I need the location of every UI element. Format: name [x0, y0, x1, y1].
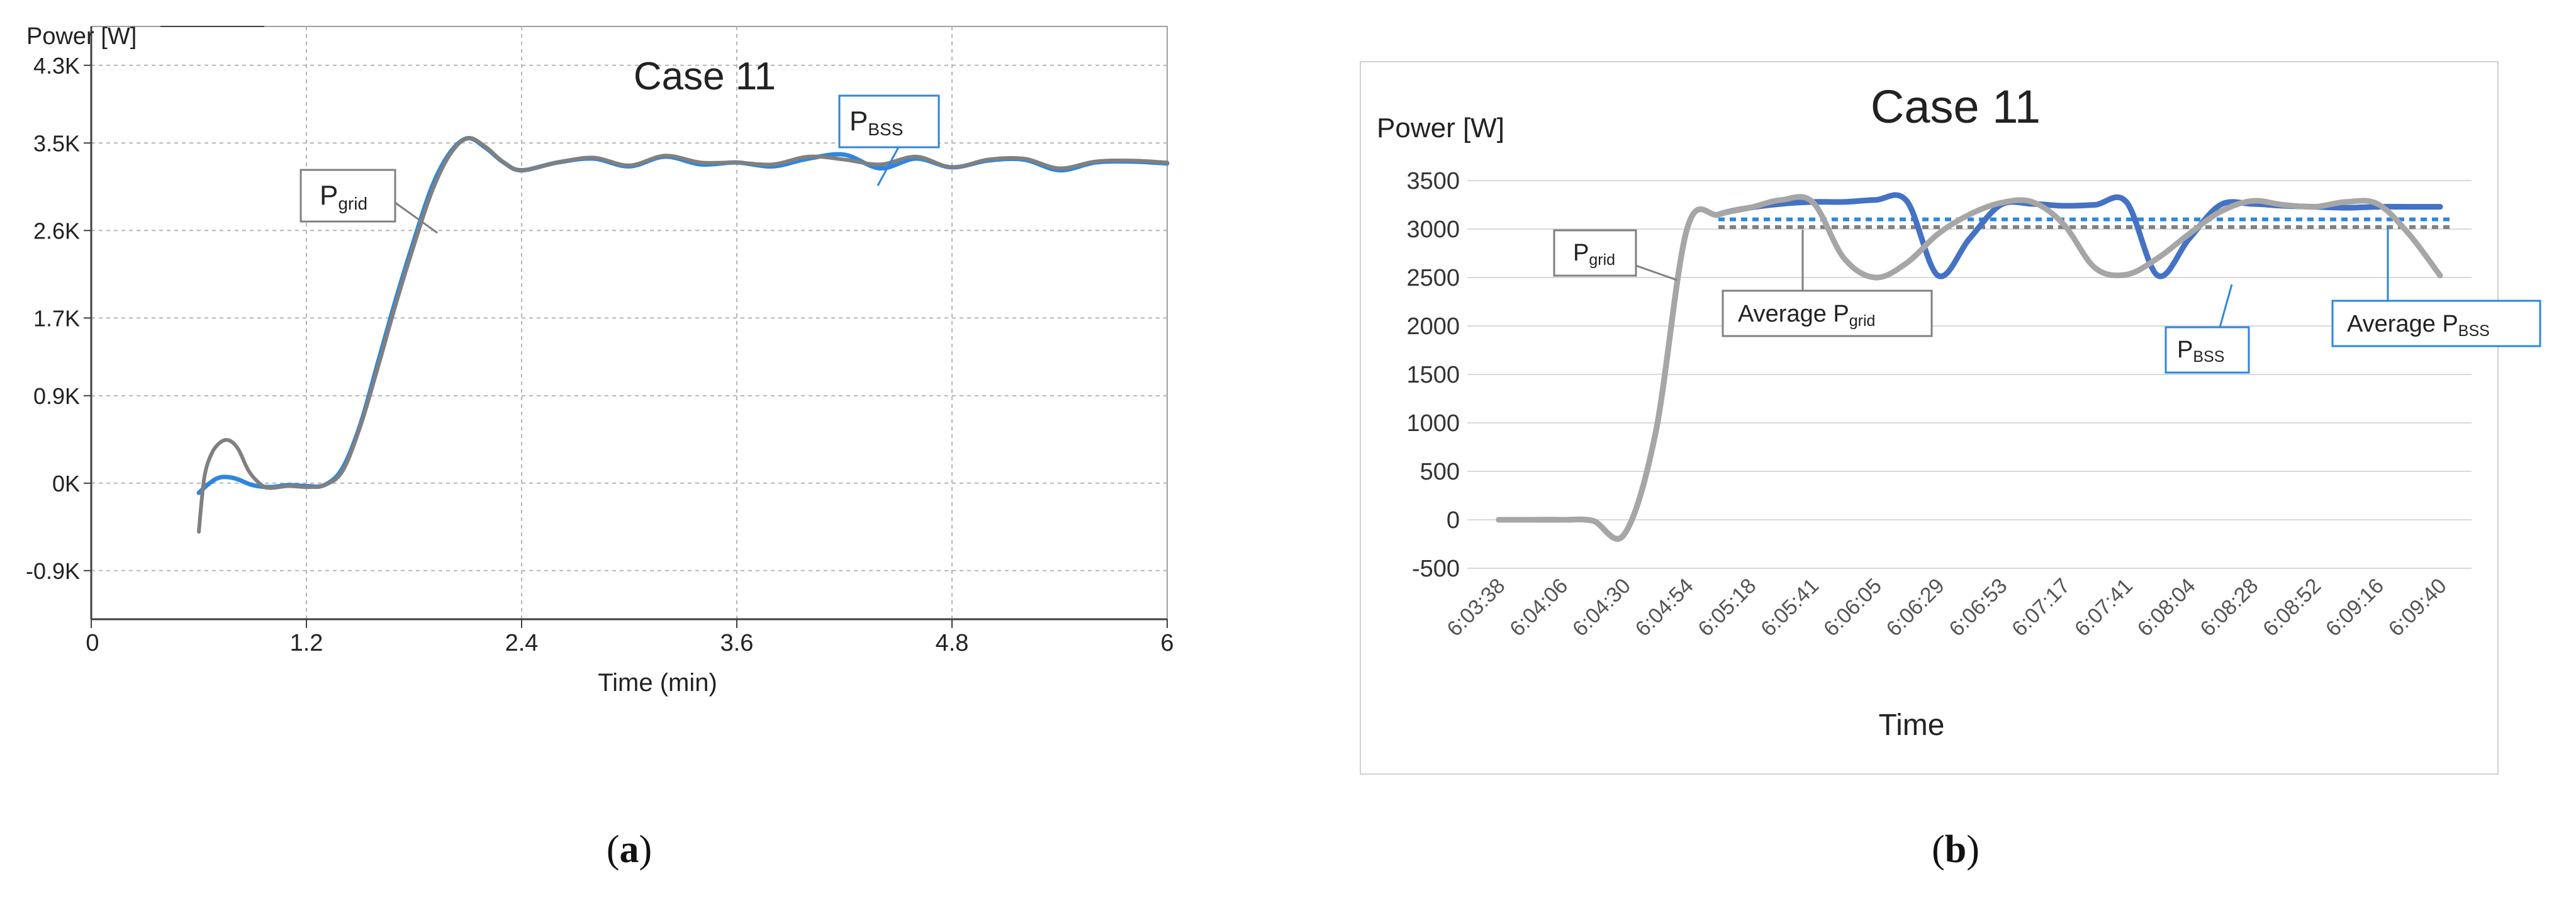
panel-a-x-tick-label: 6	[1160, 630, 1173, 656]
panel-b-avg-pbss-label: Average PBSS	[2347, 311, 2490, 340]
panel-b-y-tick-label: 0	[1447, 507, 1460, 534]
panel-a-y-tick-label: 4.3K	[33, 53, 80, 79]
panel-b-series	[1496, 192, 2443, 542]
panel-a-pbss-leader	[876, 147, 900, 186]
panel-a-y-tick-label: 0K	[52, 471, 80, 497]
panel-b-y-tick-label: -500	[1412, 556, 1460, 582]
panel-a-x-tick-label: 2.4	[505, 630, 539, 656]
panel-b-average-lines	[1718, 217, 2453, 229]
panel-b-title: Case 11	[1871, 81, 2041, 133]
panel-b-chart: Case 11 Power [W] Time 3500 3000 2500 2000 1…	[1360, 61, 2541, 775]
panel-a-title: Case 11	[634, 55, 776, 98]
panel-a-y-axis-label: Power [W]	[26, 23, 137, 50]
panel-a-x-tick-label: 0	[86, 630, 99, 656]
panel-b-pbss-label-box	[2164, 326, 2250, 374]
panel-a-series-pgrid-line	[197, 136, 1169, 534]
panel-b-y-tick-label: 1500	[1406, 362, 1460, 388]
panel-a-caption: (a)	[607, 828, 652, 871]
panel-a-y-tick-label: 2.6K	[33, 218, 80, 244]
panel-a-x-tick-label: 1.2	[290, 630, 323, 656]
panel-a-x-tick-label: 4.8	[936, 630, 969, 656]
panel-b-x-axis-label: Time	[1879, 709, 1945, 742]
panel-a-pgrid-leader	[395, 201, 438, 234]
panel-a-x-axis-label: Time (min)	[598, 669, 717, 697]
panel-a-chart: 0 1.2 2.4 3.6 4.8 6 4.3K 3.5K 2.6K 1.7K 0.9K 0K -0.9…	[26, 23, 1174, 697]
panel-a-y-tick-label: 3.5K	[33, 130, 80, 156]
panel-b-avg-pbss-label-box	[2331, 300, 2541, 347]
panel-b-y-tick-label: 2000	[1406, 313, 1460, 340]
panel-a-pbss-label-box	[838, 94, 940, 149]
panel-b-caption: (b)	[1932, 828, 1980, 871]
panel-a-pgrid-label-box	[300, 169, 396, 223]
panel-b-avg-pgrid-label: Average Pgrid	[1738, 301, 1875, 330]
panel-b-y-axis-label: Power [W]	[1377, 113, 1504, 143]
panel-b-pgrid-label-box	[1553, 229, 1637, 277]
panel-a-series	[196, 136, 1170, 534]
panel-a-y-tick-label: 1.7K	[33, 305, 80, 331]
panel-a-y-tick-label: -0.9K	[26, 558, 80, 584]
panel-a-plot-area	[91, 26, 1168, 620]
panel-b-y-tick-label: 3500	[1406, 168, 1460, 194]
panel-a-x-tick-label: 3.6	[720, 630, 754, 656]
panel-a-pbss-label: PBSS	[849, 106, 903, 139]
panel-a-grid	[91, 26, 1167, 619]
panel-b-y-tick-label: 3000	[1406, 216, 1460, 243]
panel-b-avg-pgrid-label-box	[1722, 289, 1933, 337]
panel-b-pbss-label: PBSS	[2177, 337, 2224, 366]
panel-b-pgrid-label: Pgrid	[1573, 240, 1615, 269]
panel-a-y-tick-label: 0.9K	[33, 383, 80, 409]
panel-b-pbss-leader	[2219, 284, 2233, 328]
panel-b-pgrid-leader	[1635, 264, 1677, 281]
panel-b-y-tick-label: 1000	[1406, 410, 1460, 437]
panel-b-y-tick-label: 2500	[1406, 265, 1460, 291]
panel-b-chart-frame	[1360, 61, 2499, 775]
panel-b-y-tick-label: 500	[1420, 459, 1460, 485]
panel-a-ticks: 0 1.2 2.4 3.6 4.8 6 4.3K 3.5K 2.6K 1.7K 0.9K 0K -0.9…	[26, 53, 1174, 656]
panel-a-pgrid-label: Pgrid	[320, 180, 367, 213]
panel-b-series-pgrid-line	[1496, 194, 2443, 542]
